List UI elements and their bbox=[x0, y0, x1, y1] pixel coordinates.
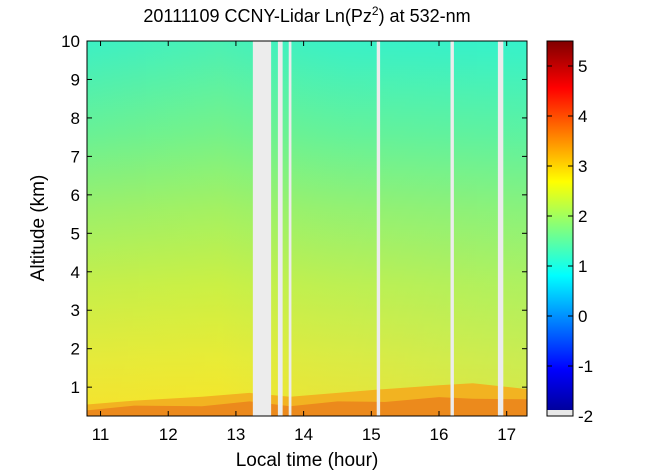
data-gaps bbox=[252, 41, 504, 416]
y-tick-label: 9 bbox=[71, 70, 80, 89]
data-gap bbox=[252, 41, 272, 416]
y-tick-label: 3 bbox=[71, 301, 80, 320]
y-tick-label: 1 bbox=[71, 378, 80, 397]
y-axis-label: Altitude (km) bbox=[28, 175, 49, 282]
x-tick-label: 13 bbox=[226, 425, 245, 444]
colorbar-frame bbox=[546, 40, 574, 417]
chart-title: 20111109 CCNY-Lidar Ln(Pz2) at 532-nm bbox=[143, 4, 470, 26]
data-gap bbox=[277, 41, 283, 416]
x-tick-label: 15 bbox=[362, 425, 381, 444]
colorbar-tick-label: 4 bbox=[578, 107, 587, 126]
data-gap bbox=[497, 41, 504, 416]
colorbar-tick-label: 1 bbox=[578, 257, 587, 276]
y-tick-label: 5 bbox=[71, 224, 80, 243]
y-tick-label: 4 bbox=[71, 263, 80, 282]
colorbar-gradient bbox=[547, 41, 573, 416]
colorbar-bottom-swatch bbox=[547, 410, 573, 416]
plot-frame bbox=[86, 40, 528, 417]
data-gap bbox=[376, 41, 381, 416]
y-tick-label: 8 bbox=[71, 109, 80, 128]
data-gap bbox=[450, 41, 454, 416]
y-tick-label: 6 bbox=[71, 186, 80, 205]
colorbar-tick-label: -1 bbox=[578, 357, 593, 376]
heatmap-field-shade bbox=[87, 41, 527, 416]
x-tick-label: 12 bbox=[159, 425, 178, 444]
colorbar-tick-label: 3 bbox=[578, 157, 587, 176]
x-axis: 11 12 13 14 15 16 17 bbox=[92, 41, 516, 444]
colorbar-tick-label: 5 bbox=[578, 57, 587, 76]
x-tick-label: 11 bbox=[92, 425, 110, 444]
data-gap bbox=[288, 41, 292, 416]
colorbar-tick-label: -2 bbox=[578, 407, 593, 426]
colorbar-tick-label: 2 bbox=[578, 207, 587, 226]
x-axis-label: Local time (hour) bbox=[236, 450, 379, 471]
x-tick-label: 14 bbox=[294, 425, 313, 444]
y-tick-label: 2 bbox=[71, 340, 80, 359]
colorbar-tick-label: 0 bbox=[578, 307, 587, 326]
x-tick-label: 17 bbox=[497, 425, 516, 444]
x-tick-label: 16 bbox=[430, 425, 449, 444]
plot-area bbox=[87, 41, 527, 416]
boundary-layer-core bbox=[87, 397, 527, 416]
y-tick-label: 7 bbox=[71, 147, 80, 166]
colorbar: -2 -1 0 1 2 3 4 5 bbox=[546, 40, 593, 426]
y-axis: 1 2 3 4 5 6 7 8 9 10 bbox=[61, 32, 527, 397]
colorbar-ticks: -2 -1 0 1 2 3 4 5 bbox=[547, 57, 593, 426]
y-tick-label: 10 bbox=[61, 32, 80, 51]
